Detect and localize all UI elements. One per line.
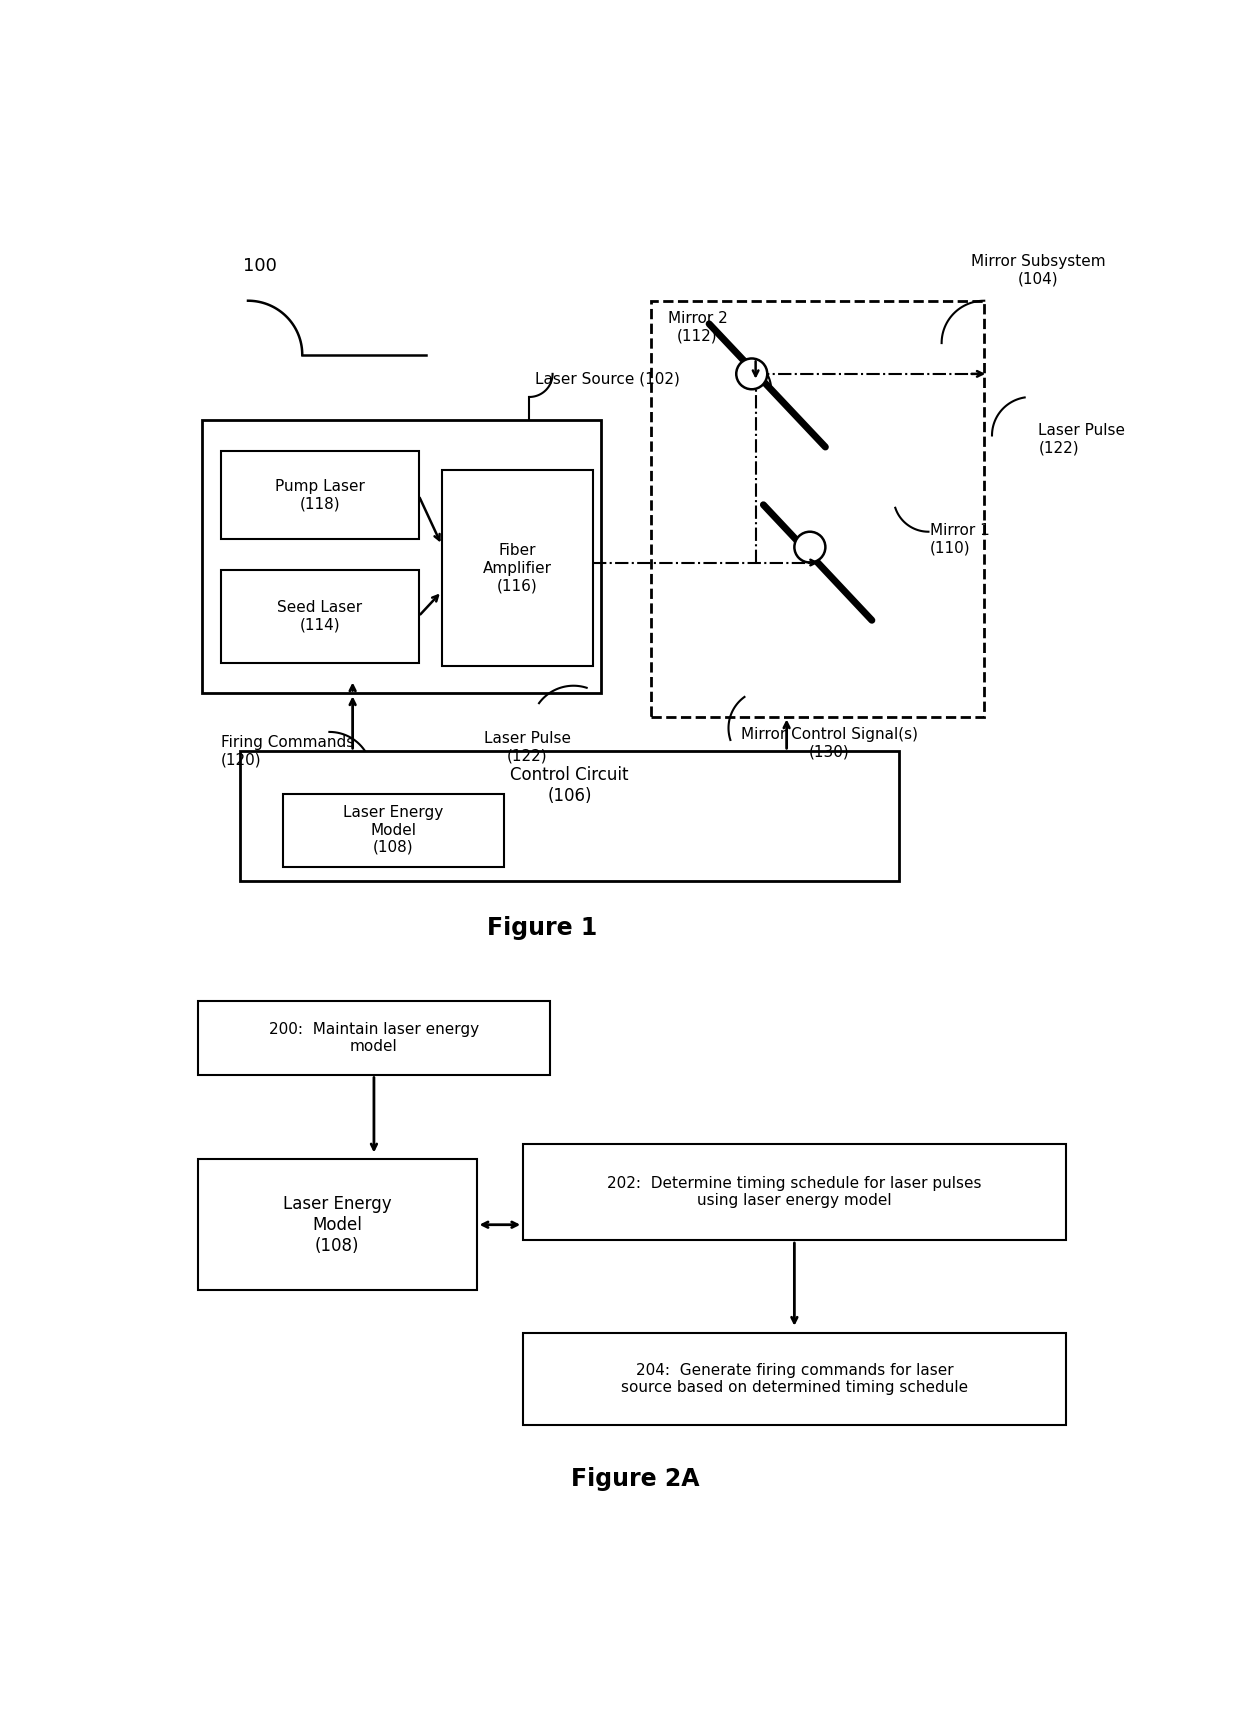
FancyBboxPatch shape <box>651 300 985 717</box>
Text: Mirror Subsystem
(104): Mirror Subsystem (104) <box>971 253 1106 286</box>
Text: Laser Pulse
(122): Laser Pulse (122) <box>484 731 570 764</box>
FancyBboxPatch shape <box>441 470 593 667</box>
Text: Mirror 1
(110): Mirror 1 (110) <box>930 523 990 556</box>
Text: Mirror 2
(112): Mirror 2 (112) <box>667 311 728 344</box>
FancyBboxPatch shape <box>523 1333 1065 1425</box>
FancyBboxPatch shape <box>241 752 899 880</box>
Text: Firing Commands
(120): Firing Commands (120) <box>221 734 355 767</box>
FancyBboxPatch shape <box>283 793 503 866</box>
FancyBboxPatch shape <box>221 451 419 540</box>
Circle shape <box>737 358 768 389</box>
Text: 202:  Determine timing schedule for laser pulses
using laser energy model: 202: Determine timing schedule for laser… <box>608 1175 982 1208</box>
Text: Figure 1: Figure 1 <box>487 917 598 941</box>
Text: Laser Source (102): Laser Source (102) <box>534 372 680 387</box>
Text: Control Circuit
(106): Control Circuit (106) <box>511 766 629 806</box>
Circle shape <box>795 531 826 562</box>
Text: Pump Laser
(118): Pump Laser (118) <box>275 479 365 512</box>
Text: Laser Energy
Model
(108): Laser Energy Model (108) <box>283 1194 392 1255</box>
Text: Laser Pulse
(122): Laser Pulse (122) <box>1039 424 1126 455</box>
Text: Seed Laser
(114): Seed Laser (114) <box>277 601 362 632</box>
FancyBboxPatch shape <box>201 420 600 693</box>
Text: Laser Energy
Model
(108): Laser Energy Model (108) <box>343 806 444 856</box>
Text: 100: 100 <box>243 257 277 274</box>
Text: Mirror Control Signal(s)
(130): Mirror Control Signal(s) (130) <box>740 727 918 760</box>
FancyBboxPatch shape <box>197 1002 551 1075</box>
Text: Fiber
Amplifier
(116): Fiber Amplifier (116) <box>482 543 552 594</box>
Text: Figure 2A: Figure 2A <box>572 1467 699 1491</box>
FancyBboxPatch shape <box>523 1144 1065 1240</box>
Text: 200:  Maintain laser energy
model: 200: Maintain laser energy model <box>269 1023 479 1054</box>
Text: 204:  Generate firing commands for laser
source based on determined timing sched: 204: Generate firing commands for laser … <box>621 1363 968 1396</box>
FancyBboxPatch shape <box>221 569 419 663</box>
FancyBboxPatch shape <box>197 1160 476 1290</box>
